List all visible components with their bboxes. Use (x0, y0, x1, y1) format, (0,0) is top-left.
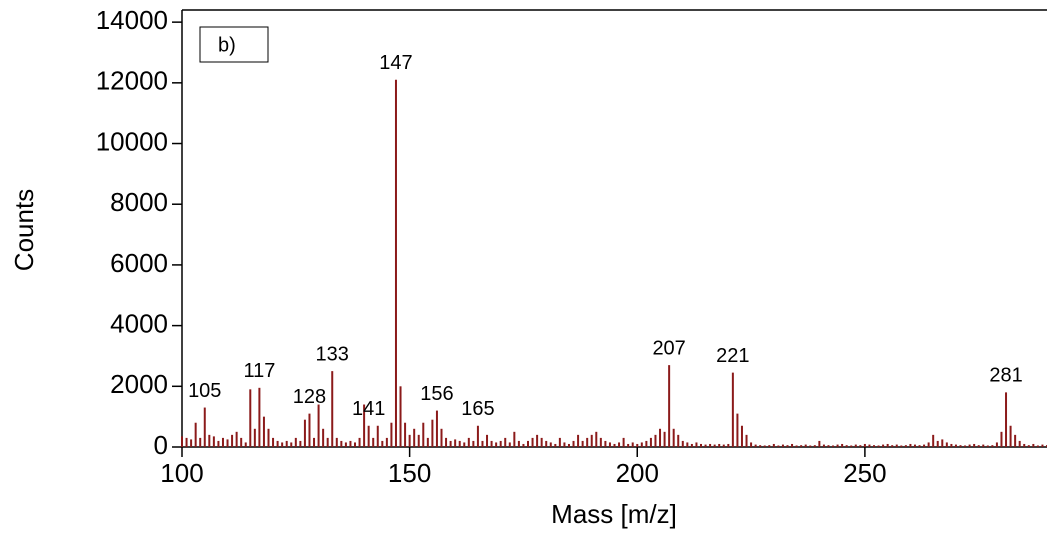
peak-label: 141 (352, 398, 385, 420)
peak-label: 105 (188, 380, 221, 402)
x-tick-label: 200 (616, 458, 659, 488)
peak-label: 165 (461, 398, 494, 420)
panel-box (199, 26, 269, 63)
peak-label: 156 (420, 383, 453, 405)
y-tick-label: 0 (154, 430, 168, 460)
y-tick-label: 4000 (110, 308, 168, 338)
y-tick-label: 12000 (96, 66, 168, 96)
peak-label: 281 (989, 365, 1022, 387)
x-tick-label: 100 (160, 458, 203, 488)
peak-label: 128 (293, 386, 326, 408)
peak-label: 207 (652, 337, 685, 359)
y-tick-label: 6000 (110, 248, 168, 278)
peak-label: 221 (716, 345, 749, 367)
x-tick-label: 150 (388, 458, 431, 488)
panel-label: b) (218, 34, 236, 56)
peak-label: 133 (316, 343, 349, 365)
y-tick-label: 8000 (110, 187, 168, 217)
x-axis-label: Mass [m/z] (551, 499, 677, 529)
y-tick-label: 2000 (110, 369, 168, 399)
y-tick-label: 14000 (96, 5, 168, 35)
peak-label: 147 (379, 52, 412, 74)
peak-label: 117 (243, 360, 275, 382)
y-axis-label: Counts (9, 189, 39, 271)
y-tick-label: 10000 (96, 126, 168, 156)
x-tick-label: 250 (843, 458, 886, 488)
